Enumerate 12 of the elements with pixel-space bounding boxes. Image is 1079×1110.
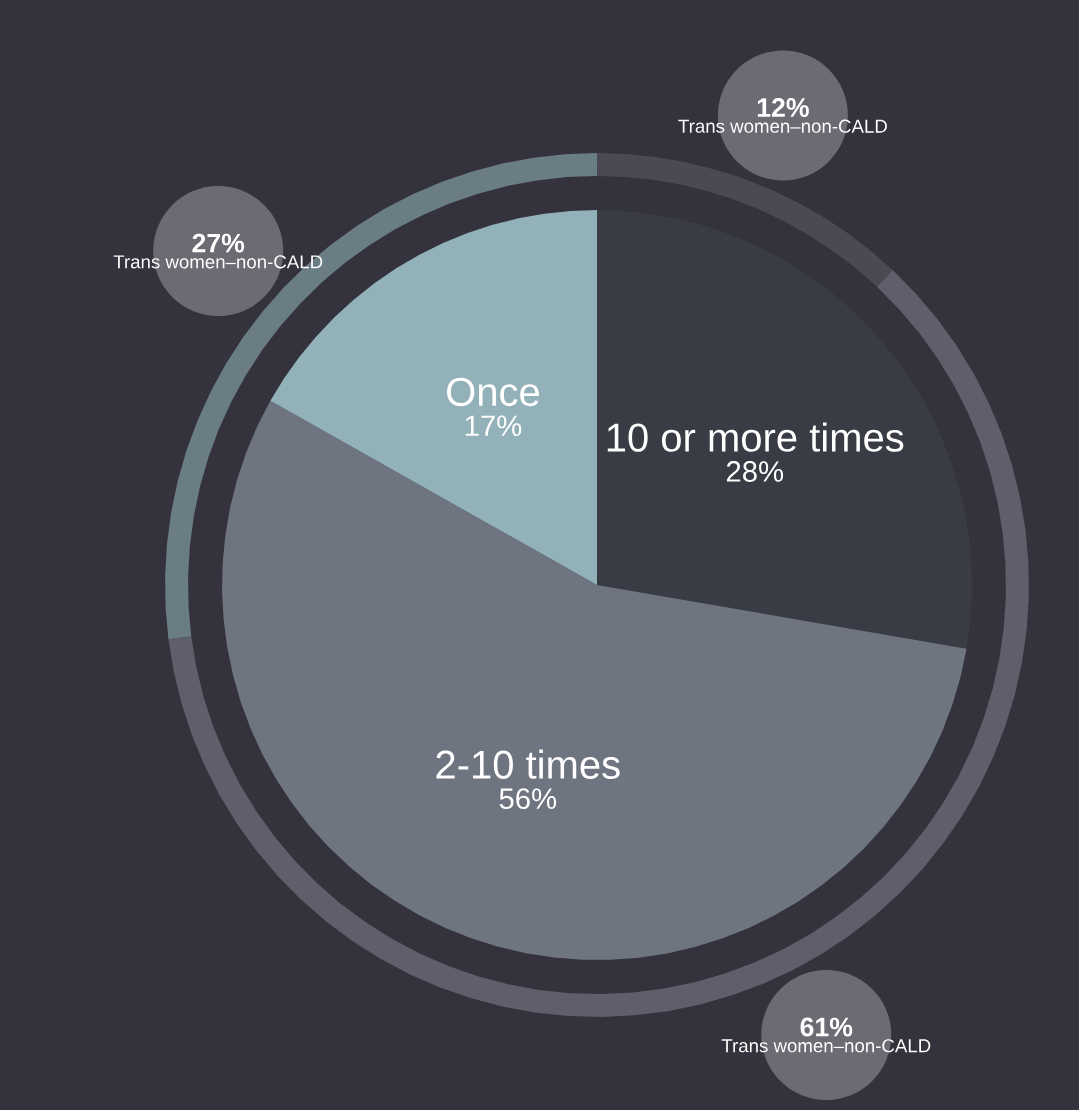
data-label: 17% <box>465 415 522 436</box>
data-label: 12% <box>757 98 809 117</box>
data-label: 28% <box>726 461 784 482</box>
slice-label: Trans women–non-CALD <box>678 119 887 133</box>
data-label: 56% <box>499 788 557 810</box>
slice-label: 2-10 times <box>436 749 620 779</box>
slice-label: Trans women–non-CALD <box>721 1039 931 1053</box>
slice-label: 10 or more times <box>607 422 904 452</box>
slice-label: Once <box>447 377 539 407</box>
data-label: 61% <box>800 1017 853 1037</box>
data-label: 27% <box>192 233 245 253</box>
slice-label: Trans women–non-CALD <box>113 255 323 269</box>
